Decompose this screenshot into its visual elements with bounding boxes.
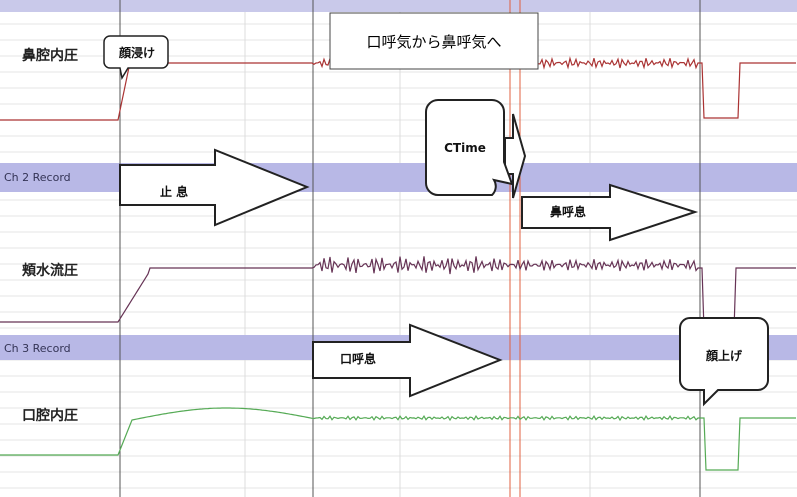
- arrow: [521, 183, 699, 242]
- callout-text: 顔浸け: [118, 45, 155, 60]
- arrow: [312, 323, 503, 398]
- callout-text: 顔上げ: [705, 348, 743, 363]
- callout: [103, 35, 169, 81]
- note-text: 口呼気から鼻呼気へ: [366, 33, 501, 51]
- arrow-text: 口呼息: [340, 351, 376, 366]
- waveform: [0, 407, 796, 471]
- channel-header[interactable]: Ch 3 Record: [4, 342, 71, 355]
- callout-text: CTime: [444, 141, 486, 155]
- arrow: [119, 148, 310, 227]
- callout: [679, 317, 769, 407]
- waveform: [0, 256, 796, 331]
- arrow-text: 鼻呼息: [550, 204, 586, 219]
- callout: [425, 99, 514, 196]
- channel-label: 口腔内圧: [22, 407, 78, 424]
- note-box: [329, 12, 539, 70]
- channel-header[interactable]: Ch 2 Record: [4, 171, 71, 184]
- channel-label: 鼻腔内圧: [22, 47, 78, 64]
- channel-label: 頬水流圧: [22, 262, 78, 279]
- arrow-text: 止 息: [160, 184, 188, 199]
- top-band: [0, 0, 797, 12]
